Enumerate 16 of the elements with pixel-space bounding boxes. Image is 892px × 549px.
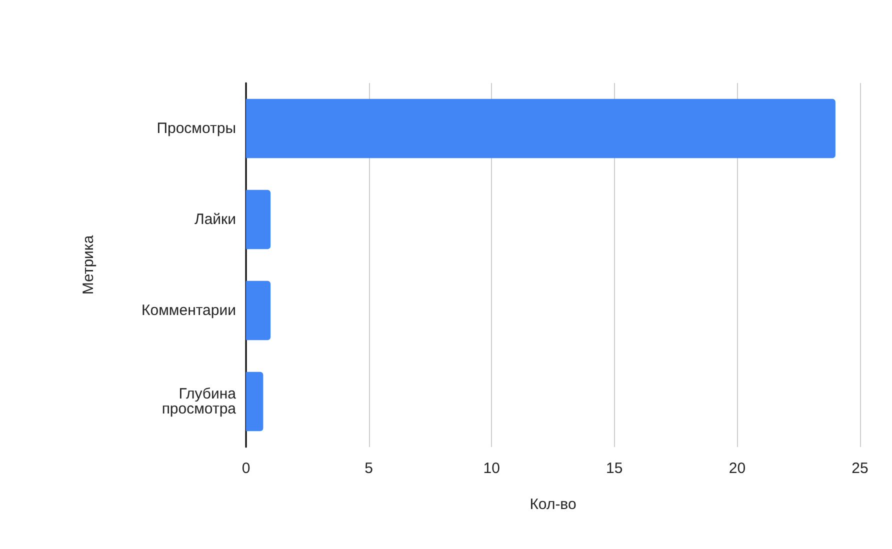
y-axis-title: Метрика [80, 234, 97, 295]
x-tick-label: 15 [606, 460, 623, 477]
y-tick-label: Лайки [194, 211, 236, 228]
x-axis-title: Кол-во [530, 496, 576, 513]
x-tick-label: 0 [242, 460, 250, 477]
y-tick-label: Комментарии [142, 302, 236, 319]
bar [246, 98, 836, 158]
bar [246, 190, 271, 250]
x-tick-label: 10 [483, 460, 500, 477]
x-tick-label: 25 [852, 460, 868, 477]
bar [246, 372, 264, 432]
y-tick-label: Глубина просмотра [162, 386, 237, 418]
bar [246, 280, 271, 340]
x-tick-label: 5 [364, 460, 373, 477]
y-tick-label: Просмотры [156, 120, 236, 137]
x-tick-label: 20 [728, 460, 746, 477]
